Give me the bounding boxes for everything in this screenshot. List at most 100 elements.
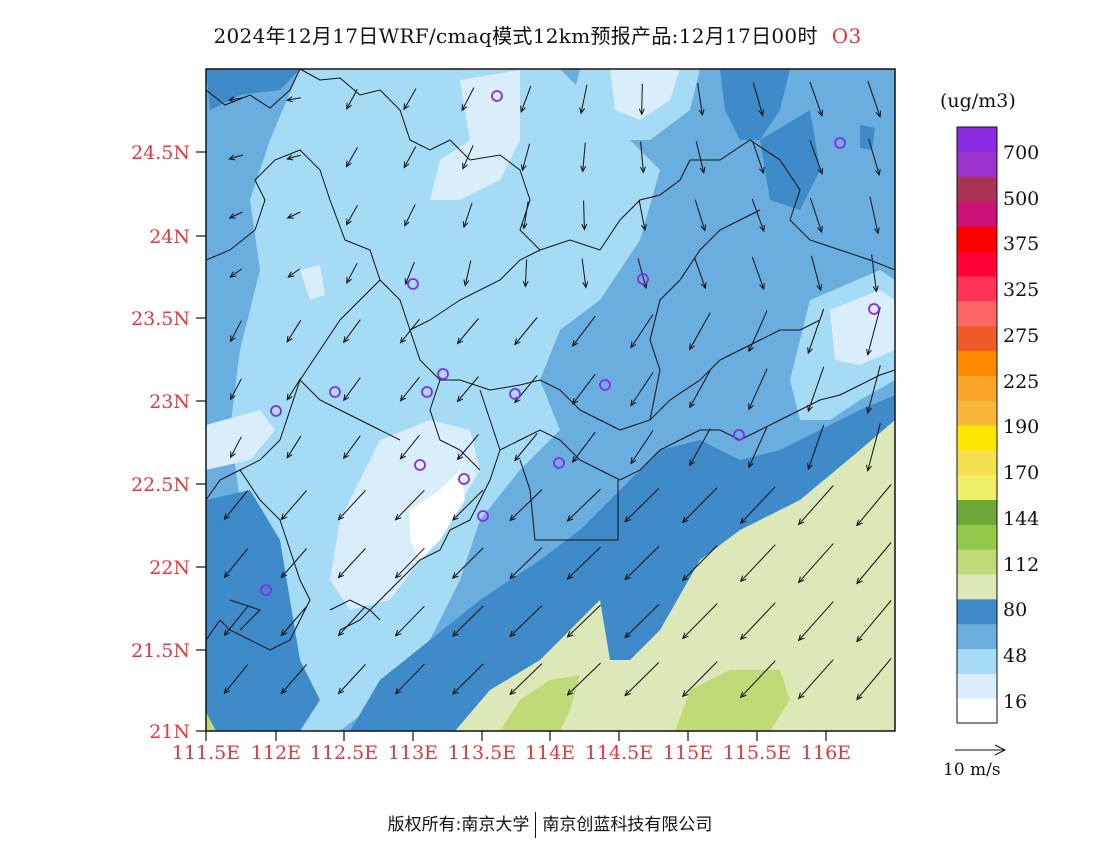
wind-arrow — [463, 202, 473, 228]
field-green-south — [500, 675, 580, 731]
wind-arrow-head — [748, 345, 754, 353]
lat-label: 21.5N — [131, 640, 190, 662]
wind-arrow-head — [758, 167, 765, 175]
wind-arrow-head — [817, 225, 823, 234]
wind-arrow-head — [698, 109, 705, 117]
wind-arrow — [682, 661, 718, 697]
station-marker — [260, 584, 272, 596]
wind-arrow — [395, 547, 425, 579]
wind-arrow — [230, 378, 242, 400]
wind-arrow — [405, 261, 415, 285]
field-lighter-central — [330, 420, 480, 610]
wind-arrow — [630, 372, 654, 406]
colorbar-label: 170 — [1003, 462, 1039, 484]
wind-arrow — [462, 145, 474, 169]
wind-arrow-head — [630, 341, 637, 349]
wind-arrow — [229, 211, 243, 219]
wind-arrow-head — [571, 339, 579, 347]
wind-arrow — [224, 490, 248, 520]
wind-arrow-head — [228, 154, 236, 161]
wind-arrow — [583, 200, 585, 230]
wind-arrow — [630, 430, 654, 464]
wind-arrow-head — [797, 576, 805, 584]
wind-arrow — [514, 433, 538, 461]
wind-arrow — [748, 368, 768, 410]
lon-label: 113E — [388, 742, 438, 764]
wind-arrow — [287, 97, 301, 101]
field-land-green — [455, 420, 895, 731]
unit-label: (ug/m3) — [940, 90, 1016, 112]
wind-arrow-head — [451, 630, 459, 637]
station-marker — [491, 90, 503, 102]
wind-arrow-head — [404, 219, 410, 227]
lat-label: 23.5N — [131, 308, 190, 330]
wind-arrow — [867, 423, 881, 471]
coastline-west — [206, 599, 381, 651]
colorbar-segment — [957, 474, 997, 500]
wind-arrow-head — [739, 575, 747, 583]
colorbar-labels: 700 500 375 325 275 225 190 170 144 112 … — [1003, 142, 1039, 713]
wind-arrow — [695, 141, 705, 173]
wind-arrow-head — [797, 634, 805, 642]
colorbar-segment — [957, 201, 997, 227]
colorbar-label: 700 — [1003, 142, 1039, 164]
wind-arrow — [809, 140, 823, 174]
wind-arrow-head — [630, 457, 637, 465]
wind-arrow-head — [286, 393, 293, 401]
wind-arrow-head — [509, 630, 516, 638]
wind-arrow-head — [681, 516, 689, 524]
wind-arrow — [457, 318, 479, 344]
wind-arrow-head — [514, 338, 521, 346]
station-marker — [414, 459, 426, 471]
wind-arrow-head — [280, 629, 288, 637]
station-marker — [509, 388, 521, 400]
wind-arrow — [689, 312, 711, 350]
colorbar-label: 500 — [1003, 188, 1039, 210]
wind-arrow-head — [285, 96, 294, 103]
wind-arrow-head — [286, 451, 293, 459]
colorbar-label: 16 — [1003, 691, 1027, 713]
wind-arrow — [807, 308, 825, 354]
station-marker — [834, 137, 846, 149]
wind-arrow — [509, 663, 543, 695]
wind-arrow-head — [399, 452, 407, 460]
boundary-guangdong-west — [206, 149, 621, 431]
wind-arrow-head — [403, 103, 410, 111]
wind-arrow-head — [748, 403, 754, 411]
wind-arrow — [798, 543, 834, 583]
wind-arrow-head — [337, 629, 345, 637]
wind-arrow — [856, 484, 892, 526]
wind-arrow — [868, 138, 880, 176]
wind-arrow — [400, 376, 420, 402]
wind-arrow-head — [509, 572, 516, 580]
colorbar-segment — [957, 276, 997, 302]
wind-arrow-head — [345, 160, 352, 168]
wind-arrow — [286, 377, 302, 401]
wind-arrow — [464, 260, 472, 286]
copyright-left: 版权所有:南京大学 — [387, 815, 530, 835]
wind-arrow-head — [638, 108, 645, 116]
colorbar-frame — [956, 126, 998, 724]
colorbar-segment — [957, 698, 997, 724]
wind-arrow-head — [456, 337, 464, 345]
wind-arrow-head — [223, 513, 231, 521]
coastline-leizhou — [229, 599, 261, 631]
wind-arrow-head — [403, 161, 410, 169]
wind-arrow-head — [807, 347, 813, 355]
wind-arrow — [338, 664, 366, 694]
wind-arrow-head — [856, 577, 863, 585]
wind-arrow-head — [227, 96, 236, 103]
wind-arrow-head — [571, 397, 579, 405]
lon-label: 115E — [663, 742, 713, 764]
species-label: O3 — [831, 24, 862, 48]
boundary-guangdong-east — [619, 209, 821, 431]
wind-arrow-head — [337, 687, 345, 695]
wind-arrow-head — [394, 513, 402, 521]
wind-arrow-head — [229, 271, 237, 278]
station-marker — [437, 368, 449, 380]
latitude-axis: 24.5N 24N 23.5N 23N 22.5N 22N 21.5N 21N — [131, 142, 206, 743]
colorbar-segment — [957, 623, 997, 649]
wind-arrow-head — [759, 224, 765, 233]
wind-arrow — [697, 82, 703, 116]
wind-arrow — [748, 310, 768, 352]
